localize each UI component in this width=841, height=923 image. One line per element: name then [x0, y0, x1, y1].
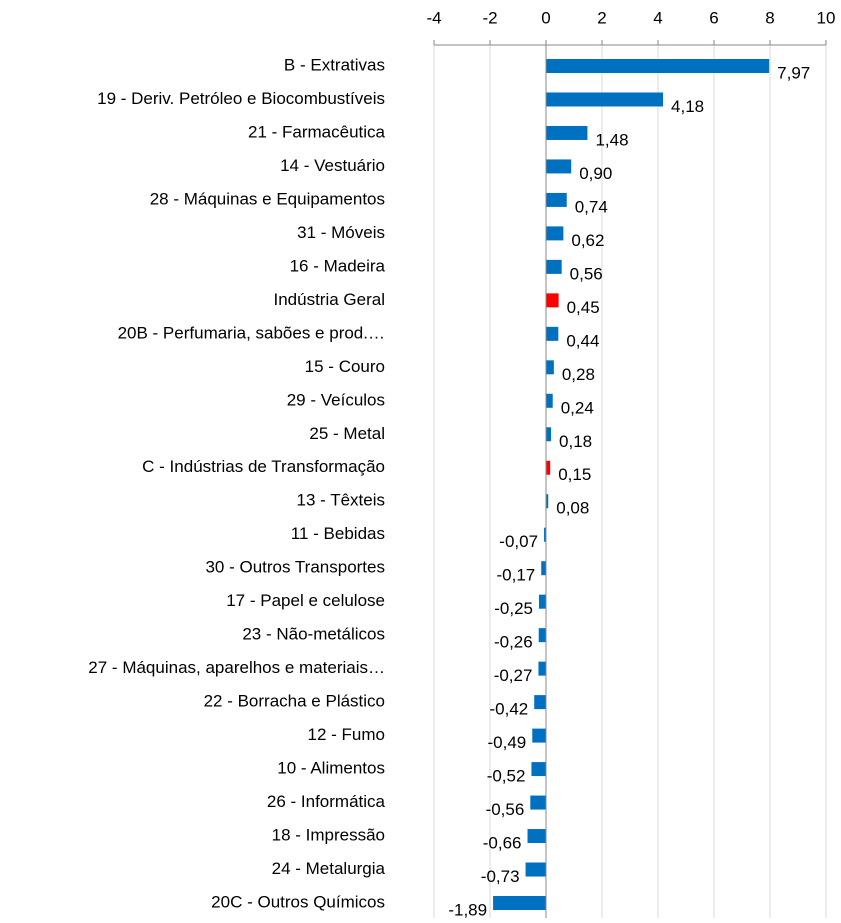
category-label: 23 - Não-metálicos — [242, 625, 385, 644]
bar — [546, 192, 567, 207]
bar — [530, 795, 546, 810]
bar — [546, 460, 551, 475]
x-tick-label: -4 — [426, 8, 441, 27]
value-label: 1,48 — [595, 130, 628, 149]
value-label: 4,18 — [671, 97, 704, 116]
value-label: -1,89 — [448, 900, 487, 918]
bar — [544, 527, 546, 542]
category-label: 10 - Alimentos — [277, 759, 385, 778]
category-label: 12 - Fumo — [308, 725, 385, 744]
bar — [546, 125, 588, 140]
value-label: -0,07 — [499, 532, 538, 551]
category-label: 28 - Máquinas e Equipamentos — [150, 189, 385, 208]
value-label: -0,42 — [489, 700, 528, 719]
category-label: 17 - Papel e celulose — [226, 591, 385, 610]
bar — [539, 594, 546, 609]
value-label: 0,44 — [566, 331, 599, 350]
bar — [525, 862, 546, 877]
value-label: 0,24 — [561, 398, 594, 417]
category-label: 20C - Outros Químicos — [211, 892, 385, 911]
category-label: 18 - Impressão — [272, 826, 385, 845]
category-label: 20B - Perfumaria, sabões e prod.… — [118, 323, 385, 342]
value-label: 0,62 — [571, 231, 604, 250]
category-label: 31 - Móveis — [297, 223, 385, 242]
category-label: 29 - Veículos — [287, 390, 385, 409]
category-label: 26 - Informática — [267, 792, 386, 811]
category-label: 14 - Vestuário — [280, 156, 385, 175]
value-label: 0,15 — [558, 465, 591, 484]
bar — [546, 494, 549, 509]
bar — [546, 92, 664, 107]
value-label: -0,66 — [483, 834, 522, 853]
value-label: -0,17 — [496, 566, 535, 585]
x-tick-label: 10 — [817, 8, 836, 27]
x-tick-label: 4 — [653, 8, 662, 27]
value-label: 7,97 — [777, 63, 810, 82]
category-label: 15 - Couro — [305, 357, 385, 376]
bar — [493, 896, 546, 910]
bar — [546, 159, 572, 174]
category-label: B - Extrativas — [284, 55, 385, 74]
category-label: 19 - Deriv. Petróleo e Biocombustíveis — [97, 89, 385, 108]
category-label: 13 - Têxteis — [296, 491, 385, 510]
value-label: -0,56 — [486, 800, 525, 819]
category-label: 27 - Máquinas, aparelhos e materiais… — [88, 658, 385, 677]
bar — [532, 728, 546, 743]
x-tick-label: 2 — [597, 8, 606, 27]
value-label: -0,27 — [494, 666, 533, 685]
category-label: C - Indústrias de Transformação — [142, 457, 385, 476]
bar — [546, 427, 552, 442]
value-label: -0,52 — [487, 767, 526, 786]
bar — [546, 326, 559, 341]
bar — [531, 762, 546, 777]
bar — [541, 561, 546, 576]
value-label: -0,26 — [494, 633, 533, 652]
value-label: 0,74 — [575, 197, 608, 216]
value-label: -0,25 — [494, 599, 533, 618]
value-label: 0,56 — [570, 264, 603, 283]
category-label: 22 - Borracha e Plástico — [204, 692, 385, 711]
bar — [546, 293, 559, 308]
category-label: Indústria Geral — [274, 290, 386, 309]
value-label: 0,18 — [559, 432, 592, 451]
value-label: 0,90 — [579, 164, 612, 183]
bar — [534, 695, 546, 710]
bar — [527, 829, 546, 844]
bar — [538, 628, 546, 643]
value-label: -0,73 — [481, 867, 520, 886]
bar — [546, 259, 562, 274]
x-tick-label: -2 — [482, 8, 497, 27]
x-tick-label: 8 — [765, 8, 774, 27]
bar — [546, 393, 553, 408]
bar — [546, 226, 564, 241]
x-tick-label: 6 — [709, 8, 718, 27]
x-tick-label: 0 — [541, 8, 550, 27]
value-label: -0,49 — [488, 733, 527, 752]
bar — [546, 360, 554, 375]
category-label: 30 - Outros Transportes — [205, 558, 385, 577]
value-label: 0,45 — [567, 298, 600, 317]
bar — [546, 59, 770, 73]
value-label: 0,08 — [556, 499, 589, 518]
category-label: 11 - Bebidas — [291, 524, 385, 543]
value-label: 0,28 — [562, 365, 595, 384]
category-label: 24 - Metalurgia — [272, 859, 386, 878]
bar — [538, 661, 546, 676]
category-label: 25 - Metal — [309, 424, 385, 443]
category-label: 16 - Madeira — [290, 256, 386, 275]
category-label: 21 - Farmacêutica — [248, 122, 386, 141]
